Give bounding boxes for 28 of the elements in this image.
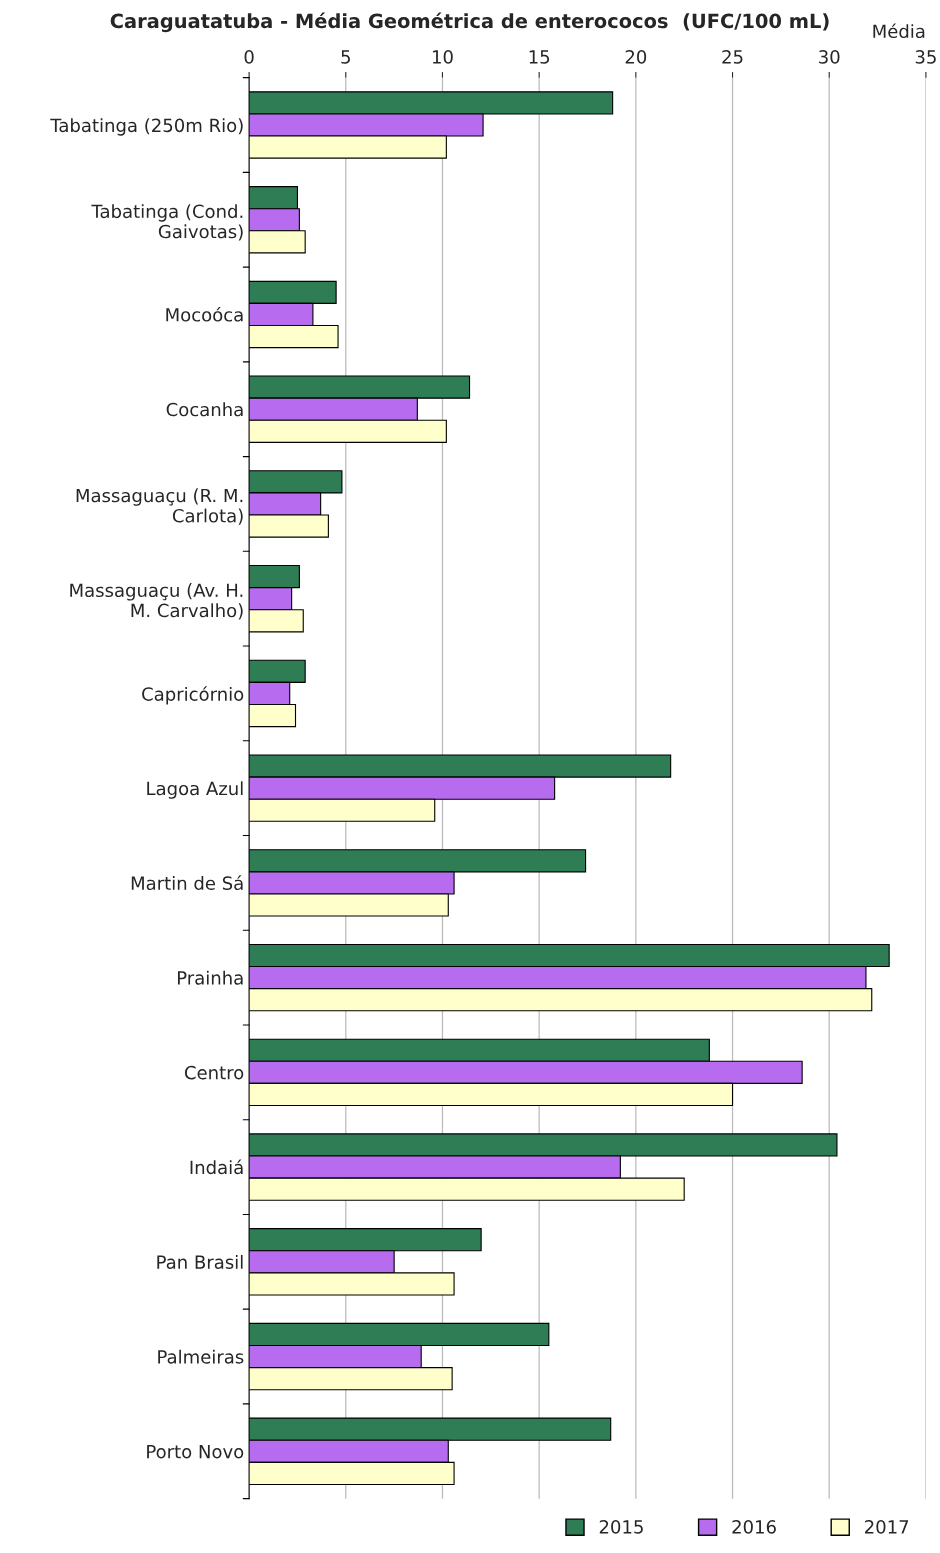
y-tick-label: Centro xyxy=(184,1065,244,1080)
legend-label: 2016 xyxy=(732,1520,776,1534)
x-tick-label: 30 xyxy=(819,50,840,64)
x-tick-label: 25 xyxy=(722,50,743,64)
y-tick-label: Massaguaçu (R. M. Carlota) xyxy=(76,488,243,525)
y-tick-label: Prainha xyxy=(177,970,243,985)
legend-label: 2015 xyxy=(599,1520,643,1534)
x-axis-title: Média xyxy=(873,23,925,39)
chart-title: Caraguatatuba - Média Geométrica de enterococos (UFC/100 mL) xyxy=(110,12,829,33)
legend-label: 2017 xyxy=(865,1520,909,1534)
y-tick-label: Porto Novo xyxy=(147,1444,244,1459)
y-tick-label: Tabatinga (Cond. Gaivotas) xyxy=(91,204,243,241)
y-tick-label: Tabatinga (250m Rio) xyxy=(50,118,243,136)
x-tick-label: 35 xyxy=(915,50,936,64)
y-tick-label: Martin de Sá xyxy=(131,875,243,890)
x-tick-label: 0 xyxy=(244,50,254,64)
x-tick-label: 5 xyxy=(341,50,350,64)
x-tick-label: 15 xyxy=(529,50,550,64)
x-tick-label: 20 xyxy=(625,50,647,64)
y-tick-label: Indaiá xyxy=(190,1159,243,1175)
x-tick-label: 10 xyxy=(432,50,453,64)
y-tick-label: Massaguaçu (Av. H. M. Carvalho) xyxy=(70,583,243,620)
y-tick-label: Cocanha xyxy=(166,402,243,417)
y-tick-label: Palmeiras xyxy=(158,1349,244,1364)
y-tick-label: Mocoóca xyxy=(166,306,243,322)
y-tick-label: Capricórnio xyxy=(142,686,244,705)
y-tick-label: Lagoa Azul xyxy=(147,781,243,799)
y-tick-label: Pan Brasil xyxy=(157,1254,243,1269)
